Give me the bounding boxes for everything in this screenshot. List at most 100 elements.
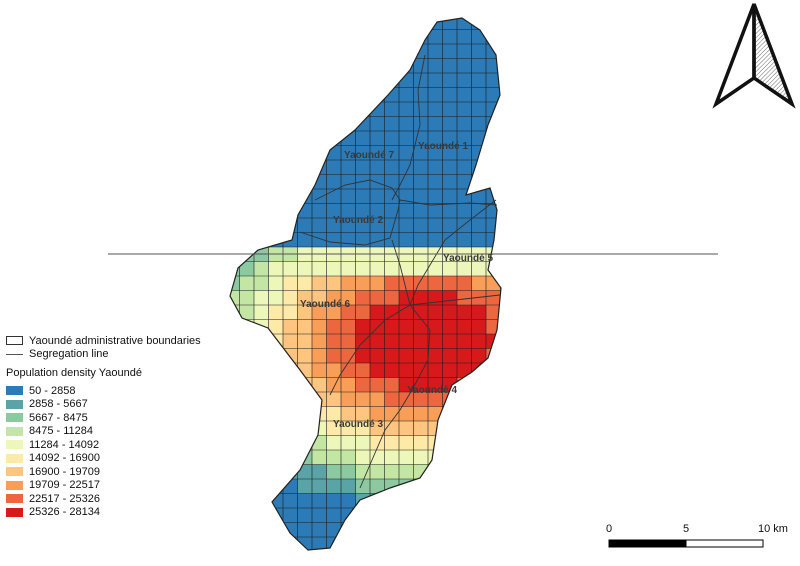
density-cell — [297, 58, 313, 74]
density-cell — [268, 29, 284, 45]
density-cell — [413, 29, 429, 45]
density-cell — [384, 145, 400, 161]
density-cell — [413, 522, 429, 538]
density-cell — [254, 508, 269, 523]
density-cell — [413, 102, 429, 117]
density-cell — [457, 334, 472, 349]
density-cell — [254, 203, 269, 219]
density-cell — [297, 232, 313, 248]
density-cell — [428, 508, 443, 523]
density-cell — [239, 450, 255, 465]
density-cell — [457, 232, 472, 248]
density-cell — [399, 464, 414, 480]
density-cell — [268, 537, 284, 550]
density-cell — [500, 87, 501, 103]
density-cell — [355, 450, 371, 465]
density-cell — [457, 160, 472, 175]
density-cell — [254, 44, 269, 59]
density-cell — [471, 406, 487, 422]
density-cell — [254, 131, 269, 146]
density-cell — [230, 377, 240, 393]
scale-tick-0: 0 — [606, 523, 612, 535]
density-cell — [283, 116, 298, 132]
density-cell — [384, 44, 400, 59]
density-cell — [500, 174, 501, 190]
legend-class-label: 50 - 2858 — [29, 384, 76, 397]
density-cell — [471, 218, 487, 233]
density-cell — [413, 493, 429, 509]
legend-class-label: 2858 - 5667 — [29, 398, 88, 411]
density-cell — [500, 116, 501, 132]
density-cell — [399, 102, 414, 117]
density-cell — [457, 450, 472, 465]
density-cell — [500, 44, 501, 59]
density-cell — [254, 174, 269, 190]
density-cell — [355, 261, 371, 277]
density-cell — [326, 131, 342, 146]
density-cell — [457, 493, 472, 509]
density-cell — [355, 18, 371, 30]
city-boundary — [229, 17, 502, 551]
density-cell — [384, 319, 400, 335]
density-cell — [297, 189, 313, 204]
density-cell — [230, 435, 240, 451]
density-cell — [355, 44, 371, 59]
legend-row-segregation: Segregation line — [6, 348, 201, 362]
legend-class-label: 5667 - 8475 — [29, 411, 88, 424]
density-cell — [399, 450, 414, 465]
density-cell — [230, 319, 240, 335]
density-cell — [428, 145, 443, 161]
density-cell — [370, 276, 385, 291]
density-cell — [312, 116, 327, 132]
density-cell — [254, 189, 269, 204]
density-cell — [312, 450, 327, 465]
density-cell — [239, 218, 255, 233]
density-cell — [413, 203, 429, 219]
legend-class-row: 22517 - 25326 — [6, 492, 201, 506]
density-cell — [413, 435, 429, 451]
density-cell — [283, 334, 298, 349]
legend-class-row: 8475 - 11284 — [6, 425, 201, 439]
density-cell — [413, 334, 429, 349]
density-cell — [297, 493, 313, 509]
legend-class-label: 25326 - 28134 — [29, 506, 100, 519]
density-cell — [230, 203, 240, 219]
density-cell — [442, 116, 458, 132]
density-cell — [283, 508, 298, 523]
density-cell — [355, 189, 371, 204]
density-cell — [457, 537, 472, 550]
density-cell — [384, 508, 400, 523]
density-cell — [355, 232, 371, 248]
density-cell — [341, 305, 356, 320]
density-cell — [230, 58, 240, 74]
density-cell — [413, 87, 429, 103]
density-cell — [442, 334, 458, 349]
density-cell — [399, 261, 414, 277]
density-cell — [268, 363, 284, 378]
boundary-y1-y5b — [391, 239, 411, 306]
density-cell — [399, 348, 414, 364]
density-cell — [254, 479, 269, 494]
density-cell — [384, 493, 400, 509]
density-cell — [312, 261, 327, 277]
density-cell — [297, 450, 313, 465]
legend-class-row: 11284 - 14092 — [6, 438, 201, 452]
density-cell — [326, 44, 342, 59]
density-cell — [239, 73, 255, 88]
density-cell — [283, 189, 298, 204]
density-cell — [297, 18, 313, 30]
density-cell — [312, 363, 327, 378]
density-cell — [428, 464, 443, 480]
density-cell — [442, 18, 458, 30]
density-cell — [500, 406, 501, 422]
boundary-y4-y3 — [359, 304, 431, 489]
density-cell — [486, 174, 501, 190]
density-cell — [326, 232, 342, 248]
density-cell — [500, 508, 501, 523]
density-cell — [341, 44, 356, 59]
density-cell — [239, 348, 255, 364]
density-cell — [283, 363, 298, 378]
density-cell — [428, 537, 443, 550]
density-cell — [230, 18, 240, 30]
